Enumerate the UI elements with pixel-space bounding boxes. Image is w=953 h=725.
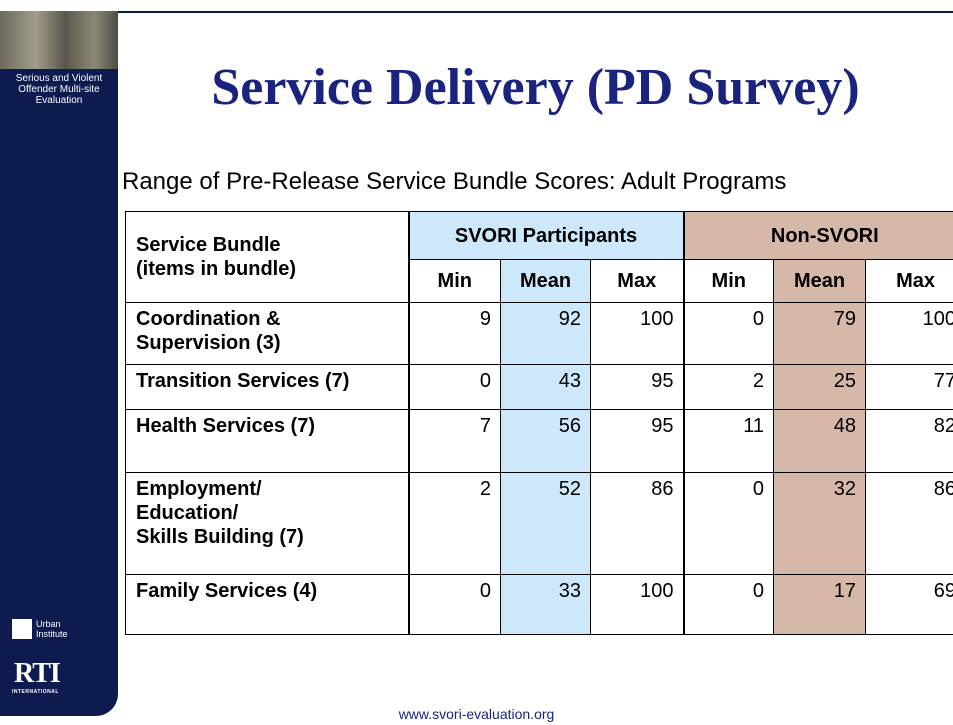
column-header: Min (407, 259, 501, 303)
corner-header: Service Bundle (items in bundle) (125, 211, 409, 303)
data-row: Employment/Education/Skills Building (7)… (125, 472, 953, 575)
score-cell: 7 (407, 409, 501, 473)
rti-logo: RTI (14, 658, 61, 689)
score-cell: 0 (682, 472, 775, 575)
header-row: Service Bundle (items in bundle) SVORI Par… (125, 211, 953, 303)
footer-url: www.svori-evaluation.org (398, 706, 555, 722)
score-cell: 86 (589, 472, 685, 575)
cell-line: Transition Services (7) (136, 370, 350, 392)
photo (0, 11, 118, 69)
cell-line: Coordination & (136, 308, 281, 330)
group-header: Non-SVORI (682, 211, 953, 260)
row-label: Family Services (4) (125, 574, 409, 635)
score-cell: 33 (500, 574, 591, 635)
score-cell: 56 (500, 409, 591, 473)
cell-line: Health Services (7) (136, 415, 315, 437)
score-cell: 77 (865, 364, 953, 410)
score-cell: 0 (407, 574, 501, 635)
score-cell: 11 (682, 409, 775, 473)
score-cell: 79 (773, 302, 867, 365)
score-cell: 95 (589, 409, 685, 473)
score-cell: 69 (865, 574, 953, 635)
cell-line: (items in bundle) (136, 258, 296, 280)
score-cell: 0 (682, 302, 775, 365)
subtitle: Range of Pre-Release Service Bundle Scor… (122, 168, 787, 195)
score-cell: 95 (589, 364, 685, 410)
score-cell: 2 (682, 364, 775, 410)
column-header: Mean (773, 259, 867, 303)
row-label: Transition Services (7) (125, 364, 409, 410)
logo-icon (12, 619, 32, 639)
logo-text: Urban Institute (36, 619, 68, 639)
data-row: Family Services (4) 0 33 100 0 17 69 (125, 574, 953, 635)
cell-line: Supervision (3) (136, 332, 281, 354)
column-header: Max (865, 259, 953, 303)
row-label: Employment/Education/Skills Building (7) (125, 472, 409, 575)
sidebar: Serious and Violent Offender Multi-site … (0, 11, 118, 716)
score-cell: 100 (865, 302, 953, 365)
score-cell: 17 (773, 574, 867, 635)
cell-line: Family Services (4) (136, 580, 318, 602)
row-label: Coordination & Supervision (3) (125, 302, 409, 365)
score-cell: 2 (407, 472, 501, 575)
score-cell: 82 (865, 409, 953, 473)
score-cell: 32 (773, 472, 867, 575)
data-table: Service Bundle (items in bundle) SVORI Par… (125, 211, 953, 635)
cell-line: Education/ (136, 502, 239, 524)
data-row: Health Services (7) 7 56 95 11 48 82 (125, 409, 953, 473)
score-cell: 100 (589, 574, 685, 635)
header-row: Min Mean Max Min Mean Max (126, 259, 953, 303)
cell-line: Employment/ (136, 478, 262, 500)
data-row: Transition Services (7) 0 43 95 2 25 77 (125, 364, 953, 410)
score-cell: 92 (500, 302, 591, 365)
score-cell: 0 (682, 574, 775, 635)
score-cell: 43 (500, 364, 591, 410)
column-header: Mean (500, 259, 591, 303)
score-cell: 48 (773, 409, 867, 473)
title: Service Delivery (PD Survey) (211, 59, 860, 116)
cell-line: Skills Building (7) (136, 526, 304, 548)
cell-line: Service Bundle (136, 234, 281, 256)
score-cell: 52 (500, 472, 591, 575)
rti-logo-sub: INTERNATIONAL (12, 689, 59, 695)
column-header: Max (589, 259, 685, 303)
score-cell: 86 (865, 472, 953, 575)
score-cell: 25 (773, 364, 867, 410)
score-cell: 100 (589, 302, 685, 365)
row-label: Health Services (7) (125, 409, 409, 473)
program-name: Serious and Violent Offender Multi-site … (15, 73, 103, 106)
data-row: Coordination & Supervision (3) 9 92 100 0 79 10… (125, 302, 953, 365)
top-rule (0, 11, 953, 13)
score-cell: 9 (407, 302, 501, 365)
column-header: Min (682, 259, 775, 303)
group-header: SVORI Participants (407, 211, 685, 260)
score-cell: 0 (407, 364, 501, 410)
